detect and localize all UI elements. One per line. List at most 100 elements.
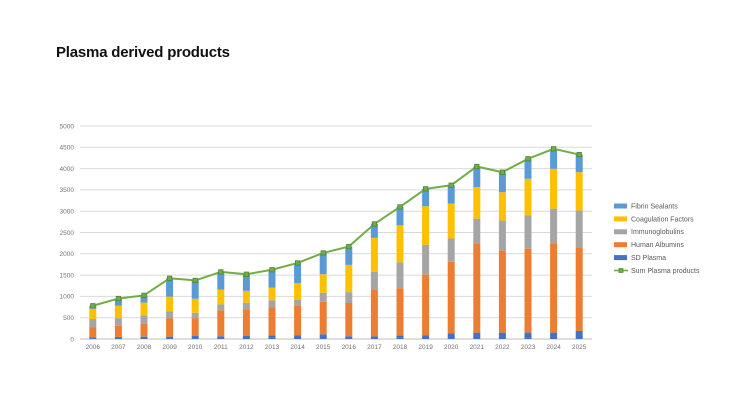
y-axis-tick-label: 3000 [60,209,75,216]
x-axis-tick-label: 2011 [214,344,228,351]
sum-line-marker [474,163,480,170]
bar-segment [422,244,430,275]
sum-line-marker [499,169,506,175]
sum-line-marker [576,151,582,158]
bar-segment [140,302,148,316]
legend-swatch [614,229,627,235]
bar-segment [447,333,455,339]
bar-segment [242,290,250,303]
bar-segment [242,274,250,291]
bar-segment [396,225,404,263]
bar-segment [345,292,353,304]
bar-segment [575,330,583,339]
bar-segment [550,148,558,169]
bar-segment [575,247,583,331]
bar-segment [422,188,430,207]
bar-segment [191,298,199,313]
bar-segment [550,208,558,244]
x-axis-tick-label: 2016 [342,344,357,351]
bar-segment [140,323,148,337]
bar-segment [217,336,225,339]
legend-item-coagulation-factors: Coagulation Factors [614,216,694,223]
bar-segment [345,246,353,265]
bar-segment [370,290,378,337]
sum-line [91,147,581,307]
legend-item-sum-plasma-products: Sum Plasma products [614,268,700,275]
bar-segment [89,327,97,338]
bar-segment [550,243,558,333]
legend-label: Sum Plasma products [631,268,700,275]
legend-label: Immunoglobulins [631,229,684,236]
bar-segment [473,187,481,219]
bar-segment [140,295,148,303]
bar-segment [166,311,174,319]
legend-line-marker [618,268,624,273]
bar-segment [498,250,506,333]
legend-swatch [614,242,627,248]
x-axis-tick-label: 2009 [162,344,177,351]
y-axis-tick-label: 5000 [60,123,75,130]
y-axis-tick-label: 3500 [60,187,75,194]
bar-segment [447,238,455,262]
bar-segment [242,302,250,310]
bar-segment [268,287,276,301]
bar-segment [396,262,404,289]
legend-label: Fibrin Sealants [631,203,678,210]
x-axis-tick-label: 2020 [444,344,459,351]
bar-segment [524,215,532,249]
bar-segment [498,220,506,251]
bar-segment [217,289,225,305]
bar-segment [268,307,276,336]
x-axis-tick-label: 2010 [188,344,203,351]
bar-segment [447,185,455,204]
bar-segment [498,332,506,339]
x-axis-tick-label: 2006 [86,344,101,351]
bar-segment [114,318,122,326]
bar-segment [191,312,199,319]
bar-segment [217,271,225,290]
legend-swatch [614,203,627,209]
bar-segment [89,337,97,339]
legend-item-fibrin-sealants: Fibrin Sealants [614,203,678,210]
bar-segment [498,192,506,221]
legend-label: Coagulation Factors [631,216,694,223]
bar-segment [345,336,353,339]
bar-segment [575,154,583,173]
x-axis-tick-label: 2025 [572,344,587,351]
y-axis-tick-label: 4000 [60,166,75,173]
sum-line-marker [294,260,301,266]
bar-segment [166,278,174,297]
sum-line-marker [166,275,173,281]
bar-segment [345,303,353,337]
sum-line-marker [243,271,249,277]
bar-segment [447,261,455,334]
bar-segment [345,264,353,293]
legend-item-immunoglobulins: Immunoglobulins [614,229,684,236]
y-axis-tick-label: 1500 [60,272,75,279]
legend-swatch [614,216,627,222]
bar-segment [191,318,199,337]
bar-segment [319,292,327,302]
bar-segment [140,336,148,339]
bar-segment [370,271,378,291]
sum-line-marker [115,295,121,302]
bar-segment [294,335,302,339]
sum-line-marker [371,221,378,227]
y-axis-tick-label: 500 [63,315,74,322]
bar-segment [268,335,276,339]
x-axis-tick-label: 2012 [239,344,254,351]
bar-segment [114,298,122,306]
x-axis-tick-label: 2007 [111,344,126,351]
legend-item-sd-plasma: SD Plasma [614,255,666,262]
x-axis-tick-label: 2015 [316,344,331,351]
bar-segment [370,336,378,339]
bar-segment [524,332,532,339]
x-axis-tick-label: 2023 [521,344,536,351]
legend-item-human-albumins: Human Albumins [614,242,684,249]
sum-line-marker [448,182,454,188]
sum-line-marker [90,303,96,309]
bar-segment [396,288,404,336]
x-axis-tick-label: 2021 [470,344,485,351]
